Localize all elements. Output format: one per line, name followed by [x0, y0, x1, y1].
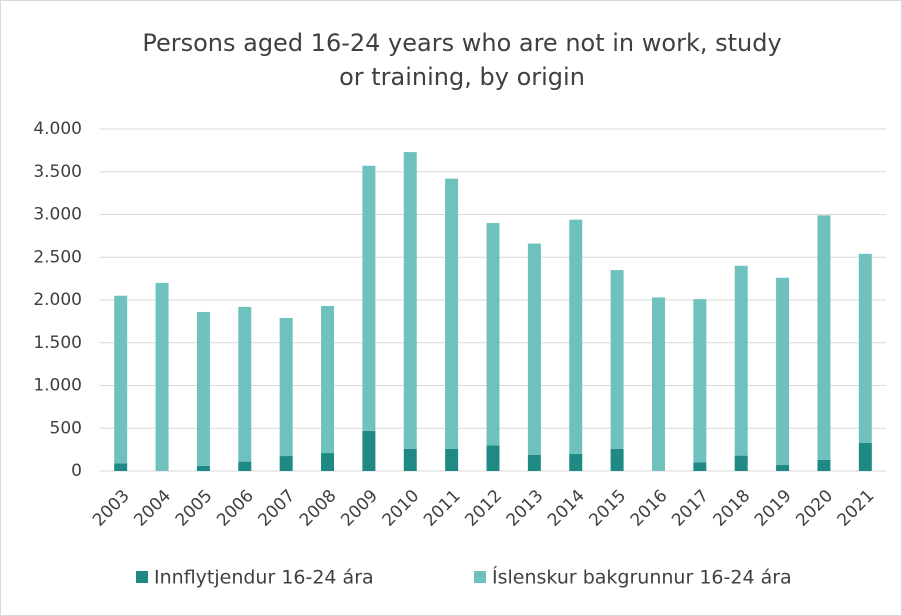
legend-label: Innflytjendur 16-24 ára — [154, 567, 374, 589]
bar-segment — [651, 297, 665, 471]
legend-swatch — [136, 571, 148, 583]
bar-segment — [279, 456, 293, 471]
bar-segment — [196, 465, 210, 471]
legend-label: Íslenskur bakgrunnur 16-24 ára — [492, 566, 792, 589]
bar-segment — [817, 459, 831, 471]
bar-segment — [776, 465, 790, 471]
bar-segment — [569, 219, 583, 454]
bar-segment — [279, 317, 293, 457]
bar-segment — [403, 152, 417, 449]
y-tick-label: 500 — [50, 418, 82, 438]
bar-segment — [527, 454, 541, 471]
chart-title: or training, by origin — [339, 63, 585, 91]
bar-segment — [445, 448, 459, 471]
bar-segment — [693, 462, 707, 471]
bar-segment — [403, 448, 417, 471]
bar-segment — [527, 243, 541, 455]
bar-segment — [693, 299, 707, 463]
bar-segment — [196, 311, 210, 466]
bar-segment — [114, 463, 128, 471]
bar-segment — [321, 453, 335, 471]
legend-swatch — [474, 571, 486, 583]
bar-segment — [776, 277, 790, 466]
y-tick-label: 3.500 — [33, 162, 82, 182]
y-tick-label: 2.000 — [33, 290, 82, 310]
y-tick-label: 3.000 — [33, 205, 82, 225]
chart-title: Persons aged 16-24 years who are not in … — [142, 29, 781, 57]
bar-segment — [445, 178, 459, 449]
y-tick-label: 1.000 — [33, 376, 82, 396]
bar-segment — [321, 305, 335, 454]
bar-segment — [362, 430, 376, 471]
y-tick-label: 4.000 — [33, 119, 82, 139]
bar-segment — [238, 461, 252, 471]
bar-segment — [362, 165, 376, 431]
y-tick-label: 1.500 — [33, 333, 82, 353]
bar-segment — [817, 215, 831, 460]
bar-segment — [610, 270, 624, 449]
bar-segment — [610, 448, 624, 471]
bar-segment — [858, 253, 872, 443]
bar-segment — [155, 282, 169, 471]
bar-segment — [486, 445, 500, 471]
bar-segment — [734, 455, 748, 471]
bar-segment — [486, 223, 500, 446]
bar-segment — [734, 265, 748, 456]
bar-segment — [569, 453, 583, 471]
y-tick-label: 2.500 — [33, 247, 82, 267]
bar-segment — [858, 442, 872, 471]
bar-segment — [114, 295, 128, 464]
y-tick-label: 0 — [71, 461, 82, 481]
bar-segment — [238, 306, 252, 462]
